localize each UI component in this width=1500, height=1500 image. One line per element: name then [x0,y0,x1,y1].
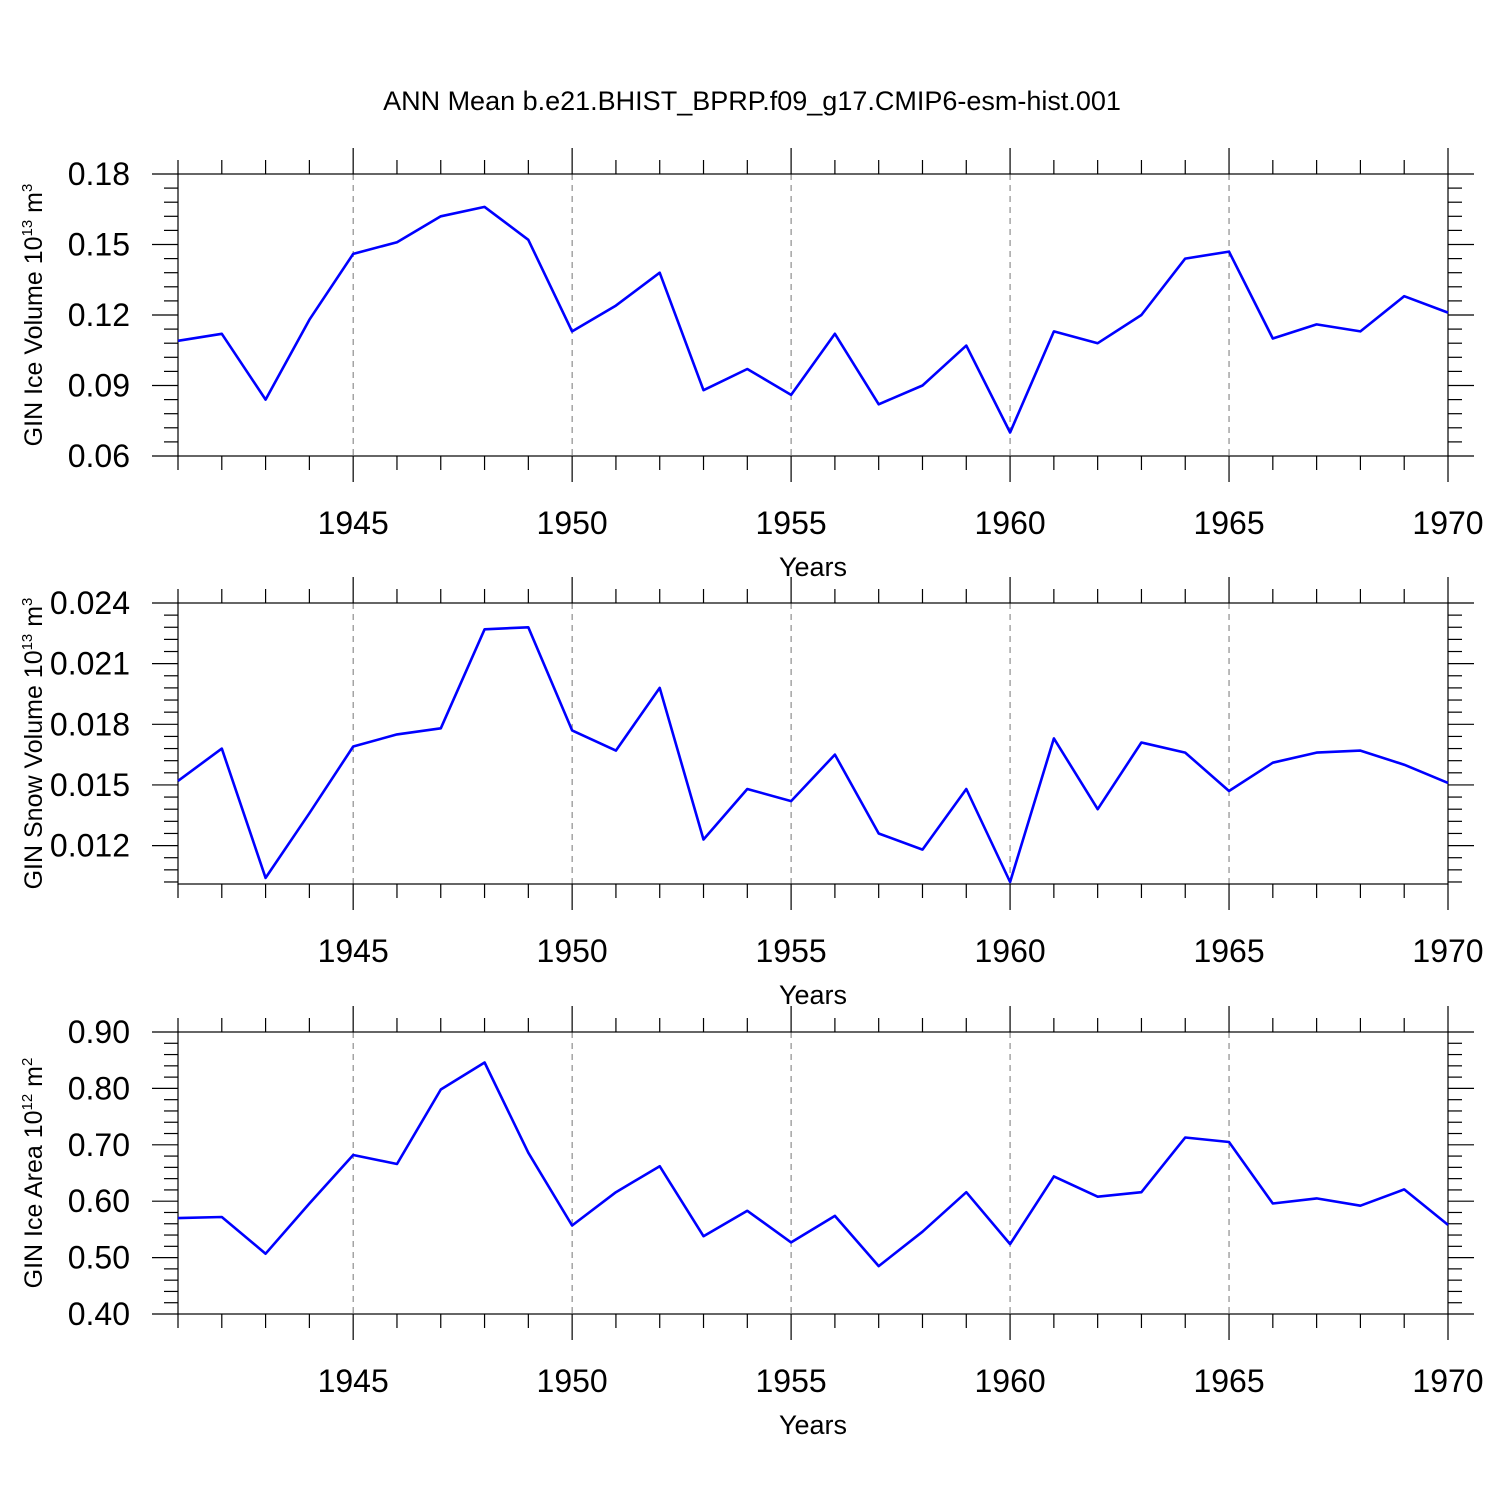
y-tick-label: 0.15 [68,227,130,263]
x-tick-label: 1970 [1412,505,1483,541]
x-tick-label: 1945 [318,933,389,969]
y-tick-label: 0.50 [68,1240,130,1276]
plot-frame [177,1031,1449,1315]
y-tick-label: 0.024 [50,585,130,621]
y-tick-label: 0.06 [68,438,130,474]
x-tick-label: 1955 [756,933,827,969]
x-tick-label: 1970 [1412,1363,1483,1399]
x-tick-label: 1965 [1193,1363,1264,1399]
figure-title: ANN Mean b.e21.BHIST_BPRP.f09_g17.CMIP6-… [383,86,1121,116]
x-tick-label: 1950 [537,505,608,541]
series-line [177,205,1449,434]
x-tick-label: 1955 [756,1363,827,1399]
x-axis-label: Years [779,552,847,582]
y-axis-label: GIN Ice Volume 1013 m3 [19,184,48,447]
x-tick-label: 1945 [318,505,389,541]
y-tick-label: 0.40 [68,1296,130,1332]
series-line [177,625,1449,884]
x-tick-label: 1960 [974,933,1045,969]
series-line [177,1061,1449,1268]
y-tick-label: 0.018 [50,706,130,742]
y-tick-label: 0.80 [68,1070,130,1106]
x-tick-label: 1970 [1412,933,1483,969]
y-tick-label: 0.012 [50,828,130,864]
y-axis-label: GIN Ice Area 1012 m2 [19,1058,48,1289]
plot-frame [177,602,1449,885]
x-tick-label: 1960 [974,1363,1045,1399]
y-tick-label: 0.12 [68,297,130,333]
x-axis-label: Years [779,1410,847,1440]
panels: 0.06 0.09 0.12 0.15 0.18 1945 1950 1955 1960 1965… [19,148,1484,1440]
y-tick-label: 0.09 [68,368,130,404]
y-tick-label: 0.60 [68,1183,130,1219]
y-tick-label: 0.18 [68,156,130,192]
panel-3: 0.40 0.50 0.60 0.70 0.80 0.90 1945 1950 1955 1960… [19,1006,1484,1440]
panel-1: 0.06 0.09 0.12 0.15 0.18 1945 1950 1955 1960 1965… [19,148,1484,582]
x-tick-label: 1960 [974,505,1045,541]
x-tick-label: 1955 [756,505,827,541]
y-tick-label: 0.90 [68,1014,130,1050]
x-tick-label: 1965 [1193,505,1264,541]
x-tick-label: 1965 [1193,933,1264,969]
plot-frame [177,173,1449,457]
y-tick-label: 0.021 [50,646,130,682]
y-axis-label: GIN Snow Volume 1013 m3 [19,598,48,890]
x-tick-label: 1945 [318,1363,389,1399]
y-tick-label: 0.015 [50,767,130,803]
x-tick-label: 1950 [537,1363,608,1399]
x-axis-label: Years [779,980,847,1010]
x-tick-label: 1950 [537,933,608,969]
y-tick-label: 0.70 [68,1127,130,1163]
panel-2: 0.012 0.015 0.018 0.021 0.024 1945 1950 1955 196… [19,577,1484,1010]
